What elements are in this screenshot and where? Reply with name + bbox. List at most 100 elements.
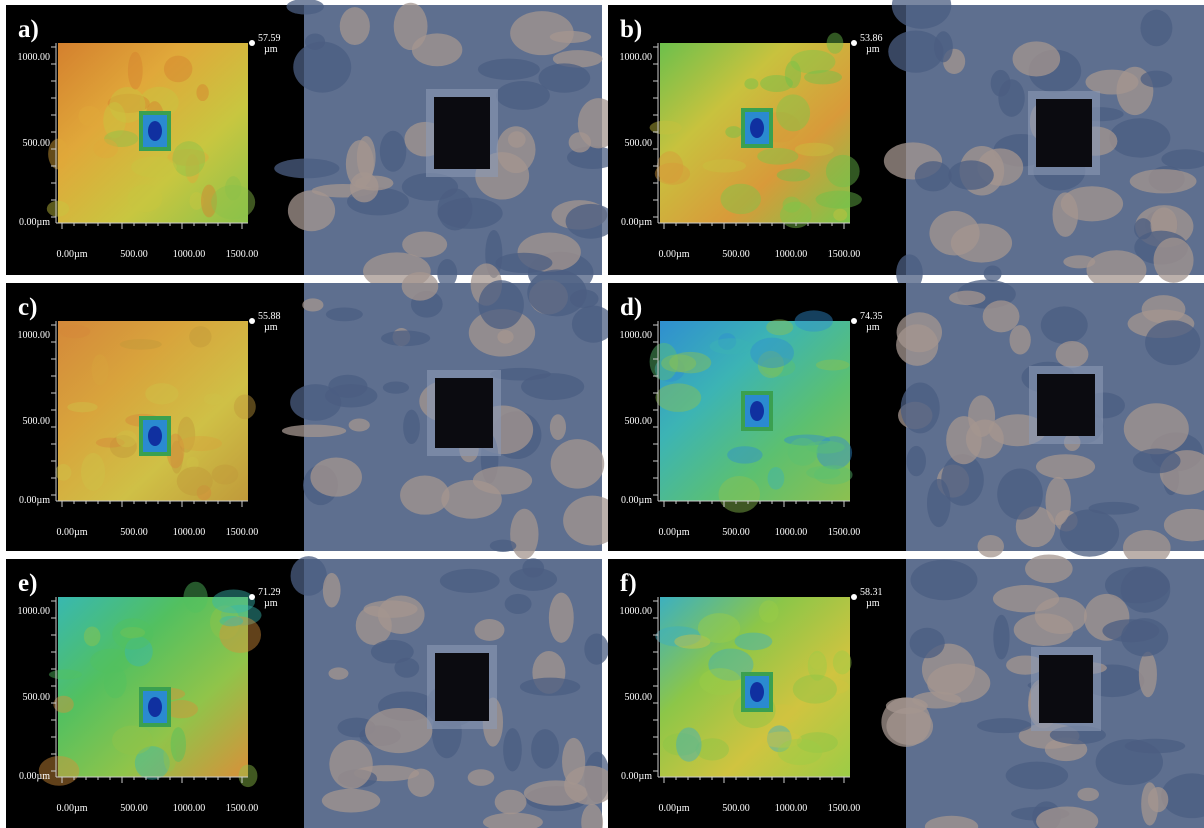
grain [1052, 192, 1078, 236]
y-tick-label: 500.00 [23, 692, 51, 703]
grain [702, 159, 746, 172]
grain [910, 628, 945, 658]
grain [718, 476, 760, 513]
grain [934, 31, 953, 62]
grain [1139, 652, 1157, 698]
x-tick-label: 1500.00 [226, 803, 259, 814]
grain [655, 383, 701, 412]
x-tick-label: 500.00 [120, 527, 148, 538]
grain [757, 148, 798, 165]
grain [212, 464, 239, 484]
grain [349, 419, 370, 432]
grain [539, 63, 591, 92]
grain [735, 633, 773, 651]
grain [531, 729, 559, 769]
max-height: 58.31 [860, 587, 883, 598]
y-tick-label: 500.00 [625, 692, 653, 703]
grain [795, 310, 833, 331]
grain [326, 307, 363, 321]
grain [364, 600, 418, 617]
grain [204, 393, 224, 405]
x-tick-label: 0.00µm [658, 527, 689, 538]
grain [827, 33, 844, 54]
grain [564, 766, 616, 805]
figure: 0.00µm 500.00 1000.00 1500.00 1000.00 500.00 0… [0, 0, 1204, 828]
grain [1145, 320, 1200, 365]
grain [766, 319, 793, 335]
grain [896, 324, 938, 366]
max-unit: µm [264, 322, 278, 333]
grain [698, 613, 741, 643]
grain [189, 326, 211, 347]
max-marker [249, 40, 255, 46]
max-unit: µm [264, 44, 278, 55]
pit-bottom [148, 121, 162, 141]
grain [402, 272, 439, 301]
grain [67, 402, 97, 412]
micrograph [881, 554, 1204, 828]
grain [47, 201, 69, 217]
micrograph [896, 280, 1204, 566]
grain [1140, 10, 1172, 47]
grain [211, 185, 255, 220]
grain [479, 280, 524, 329]
x-tick-label: 1500.00 [828, 249, 861, 260]
x-tick-label: 500.00 [722, 527, 750, 538]
grain [527, 270, 586, 317]
grain [120, 339, 162, 350]
grain [759, 600, 779, 623]
y-tick-label: 500.00 [23, 416, 51, 427]
grain [380, 131, 407, 172]
grain [440, 569, 500, 593]
grain [946, 416, 982, 464]
grain [403, 410, 420, 444]
grain [826, 155, 860, 187]
grain [1089, 502, 1140, 515]
grain [927, 479, 951, 527]
x-tick-label: 0.00µm [56, 249, 87, 260]
grain [128, 52, 143, 90]
grain [81, 453, 105, 491]
grain [490, 540, 517, 552]
grain [993, 615, 1009, 660]
y-tick-label: 1000.00 [620, 330, 653, 341]
grain [505, 594, 532, 614]
panel-label: b) [620, 16, 642, 43]
panel-label: d) [620, 294, 642, 321]
grain [1125, 739, 1186, 754]
indent [435, 378, 493, 448]
grain [495, 790, 527, 815]
grain [323, 573, 341, 608]
y-tick-label: 1000.00 [18, 52, 51, 63]
page: 0.00µm 500.00 1000.00 1500.00 1000.00 500.00 0… [0, 0, 1204, 828]
max-unit: µm [866, 44, 880, 55]
grain [510, 11, 574, 55]
grain [509, 568, 557, 591]
x-tick-label: 0.00µm [658, 249, 689, 260]
grain [915, 161, 952, 191]
grain [549, 593, 574, 643]
x-tick-label: 1000.00 [775, 249, 808, 260]
panel-label: a) [18, 16, 39, 43]
grain [886, 707, 933, 745]
x-tick-label: 1500.00 [226, 249, 259, 260]
grain [744, 78, 758, 89]
pit-bottom [148, 426, 162, 446]
grain [474, 619, 504, 641]
grain [496, 81, 550, 110]
micrograph [291, 556, 616, 828]
grain [128, 184, 163, 212]
grain [833, 209, 847, 221]
panel: 0.00µm500.001000.001500.001000.00500.000… [6, 556, 616, 828]
max-height: 71.29 [258, 587, 281, 598]
panel: 0.00µm500.001000.001500.001000.00500.000… [608, 0, 1204, 292]
grain [495, 253, 552, 273]
grain [929, 211, 979, 256]
grain [814, 465, 853, 484]
grain [60, 325, 91, 338]
grain [293, 42, 351, 93]
y-tick-label: 0.00µm [19, 771, 50, 782]
grain [551, 439, 605, 489]
grain [1036, 454, 1095, 479]
grain [768, 467, 785, 490]
